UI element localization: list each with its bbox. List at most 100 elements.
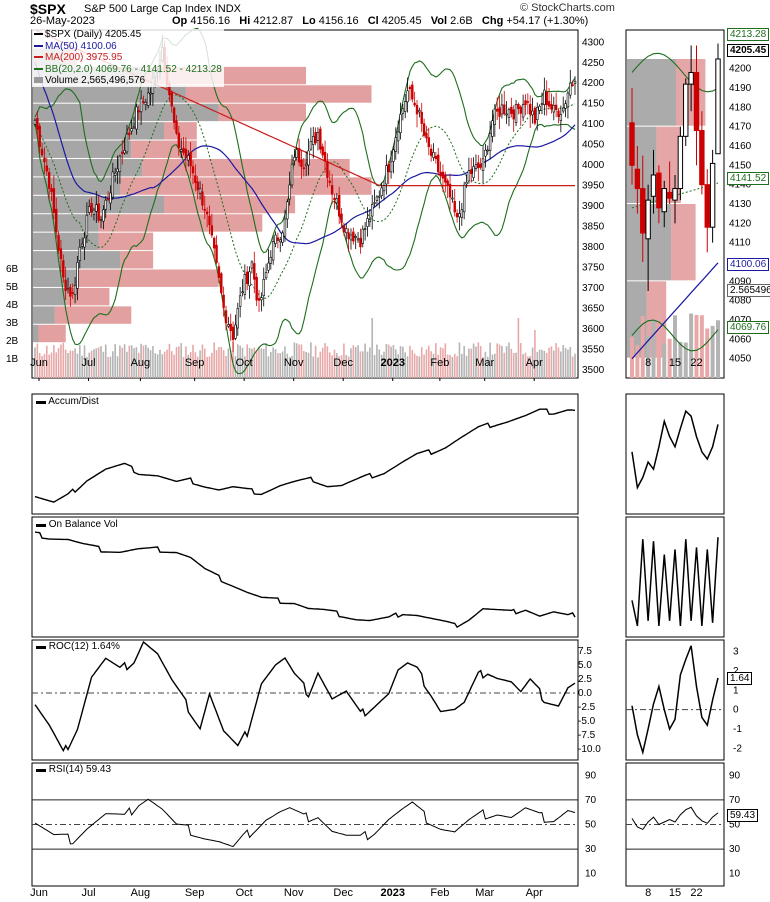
candle-body (64, 279, 67, 292)
candle-body (569, 82, 572, 96)
candle-body (404, 101, 407, 112)
candle-body (146, 92, 150, 106)
zoom-candle-body (693, 72, 700, 132)
volume-bar (538, 349, 541, 378)
volume-bar (548, 347, 550, 378)
month-label-top: Jun (30, 357, 48, 369)
candle-body (73, 285, 77, 295)
volume-bar (135, 347, 138, 378)
month-label-top: Jul (81, 357, 95, 369)
candle-body (290, 163, 294, 186)
volume-bar (220, 346, 223, 378)
volume-bar (166, 349, 168, 378)
candle-body (536, 106, 539, 120)
volume-bar (69, 350, 72, 378)
volume-bar (404, 352, 407, 378)
volume-bar (206, 357, 208, 378)
candle-body (118, 155, 122, 172)
volume-bar (449, 354, 451, 378)
candle-body (444, 174, 447, 183)
volume-bar (114, 344, 116, 378)
volume-bar (93, 349, 95, 378)
price-tick-label: 4100 (582, 119, 605, 130)
candle-body (425, 132, 428, 139)
volume-bar (397, 354, 399, 378)
legend-bollinger: BB(20,2.0) 4069.76 - 4141.52 - 4213.28 (34, 64, 222, 76)
volume-bar (64, 349, 67, 378)
volume-bar (567, 349, 569, 378)
volume-bar (310, 342, 312, 378)
candle-body (484, 149, 487, 157)
volume-bar (152, 346, 154, 378)
price-tick-label: 3500 (582, 365, 605, 376)
ohlc-readout: Op 4156.16 Hi 4212.87 Lo 4156.16 Cl 4205… (172, 15, 589, 27)
month-label-top: Feb (430, 357, 449, 369)
volume-bar (529, 356, 531, 378)
zoom-day-label-bottom: 8 (645, 887, 651, 899)
volume-bar (163, 351, 166, 378)
zoom-price-tick-label: 4130 (729, 199, 752, 210)
zoom-rsi-tick-label: 50 (729, 820, 741, 831)
volume-bar (423, 354, 425, 378)
candle-body (460, 209, 464, 218)
month-label-bottom: Dec (333, 887, 353, 899)
volume-bar (451, 356, 454, 378)
month-label-top: Sep (185, 357, 205, 369)
volume-bar (409, 345, 411, 378)
price-legend: $SPX (Daily) 4205.45 MA(50) 4100.06 MA(2… (32, 29, 224, 87)
candle-body (472, 166, 475, 178)
ticker-symbol: $SPX (30, 1, 66, 17)
volume-by-price-down-bar (98, 214, 263, 232)
volume-bar (147, 347, 149, 378)
candle-body (375, 196, 379, 201)
volume-bar (201, 344, 204, 378)
candle-body (106, 198, 110, 201)
volume-bar (199, 350, 201, 378)
zoom-candle-body (650, 174, 657, 197)
volume-tick-label: 1B (6, 354, 19, 365)
candle-body (269, 256, 273, 264)
volume-bar (307, 352, 310, 378)
volume-bar (420, 347, 423, 378)
candle-body (271, 241, 275, 261)
volume-bar (189, 352, 192, 378)
volume-bar (392, 345, 395, 378)
zoom-candle-body (683, 83, 689, 137)
candle-body (281, 232, 284, 243)
candle-body (524, 100, 527, 106)
zoom-candle-body (656, 172, 662, 209)
candle-body (257, 298, 261, 301)
zoom-volume-bar (667, 338, 672, 378)
volume-by-price-up-bar (33, 122, 165, 140)
candle-body (40, 148, 44, 156)
volume-bar (239, 345, 241, 378)
zoom-rsi-tick-label: 10 (729, 869, 741, 880)
candle-body (248, 271, 251, 287)
volume-bar (180, 343, 183, 378)
volume-bar (79, 344, 81, 378)
flag-bb-mid: 4141.52 (727, 172, 770, 185)
volume-bar (522, 354, 524, 378)
obv-panel-frame (31, 516, 579, 638)
candle-body (83, 237, 86, 248)
volume-bar (104, 344, 107, 378)
zoom-roc-tick-label: 3 (733, 647, 739, 658)
volume-bar (121, 347, 124, 378)
volume-bar (295, 343, 298, 378)
roc-label: ▬ ROC(12) 1.64% (34, 641, 122, 652)
candle-body (540, 103, 544, 105)
volume-bar (536, 351, 539, 378)
candle-body (411, 84, 414, 100)
volume-bar (328, 352, 331, 378)
candle-body (139, 97, 143, 113)
zoom-roc-line (631, 645, 719, 756)
zoom-price-tick-label: 4190 (729, 83, 752, 94)
volume-bar (229, 350, 232, 378)
volume-bar (168, 343, 171, 378)
candle-body (481, 158, 485, 171)
volume-bar (203, 348, 206, 378)
candle-body (465, 181, 468, 185)
volume-bar (262, 348, 265, 378)
rsi-line (34, 798, 576, 848)
candle-body (368, 219, 372, 223)
